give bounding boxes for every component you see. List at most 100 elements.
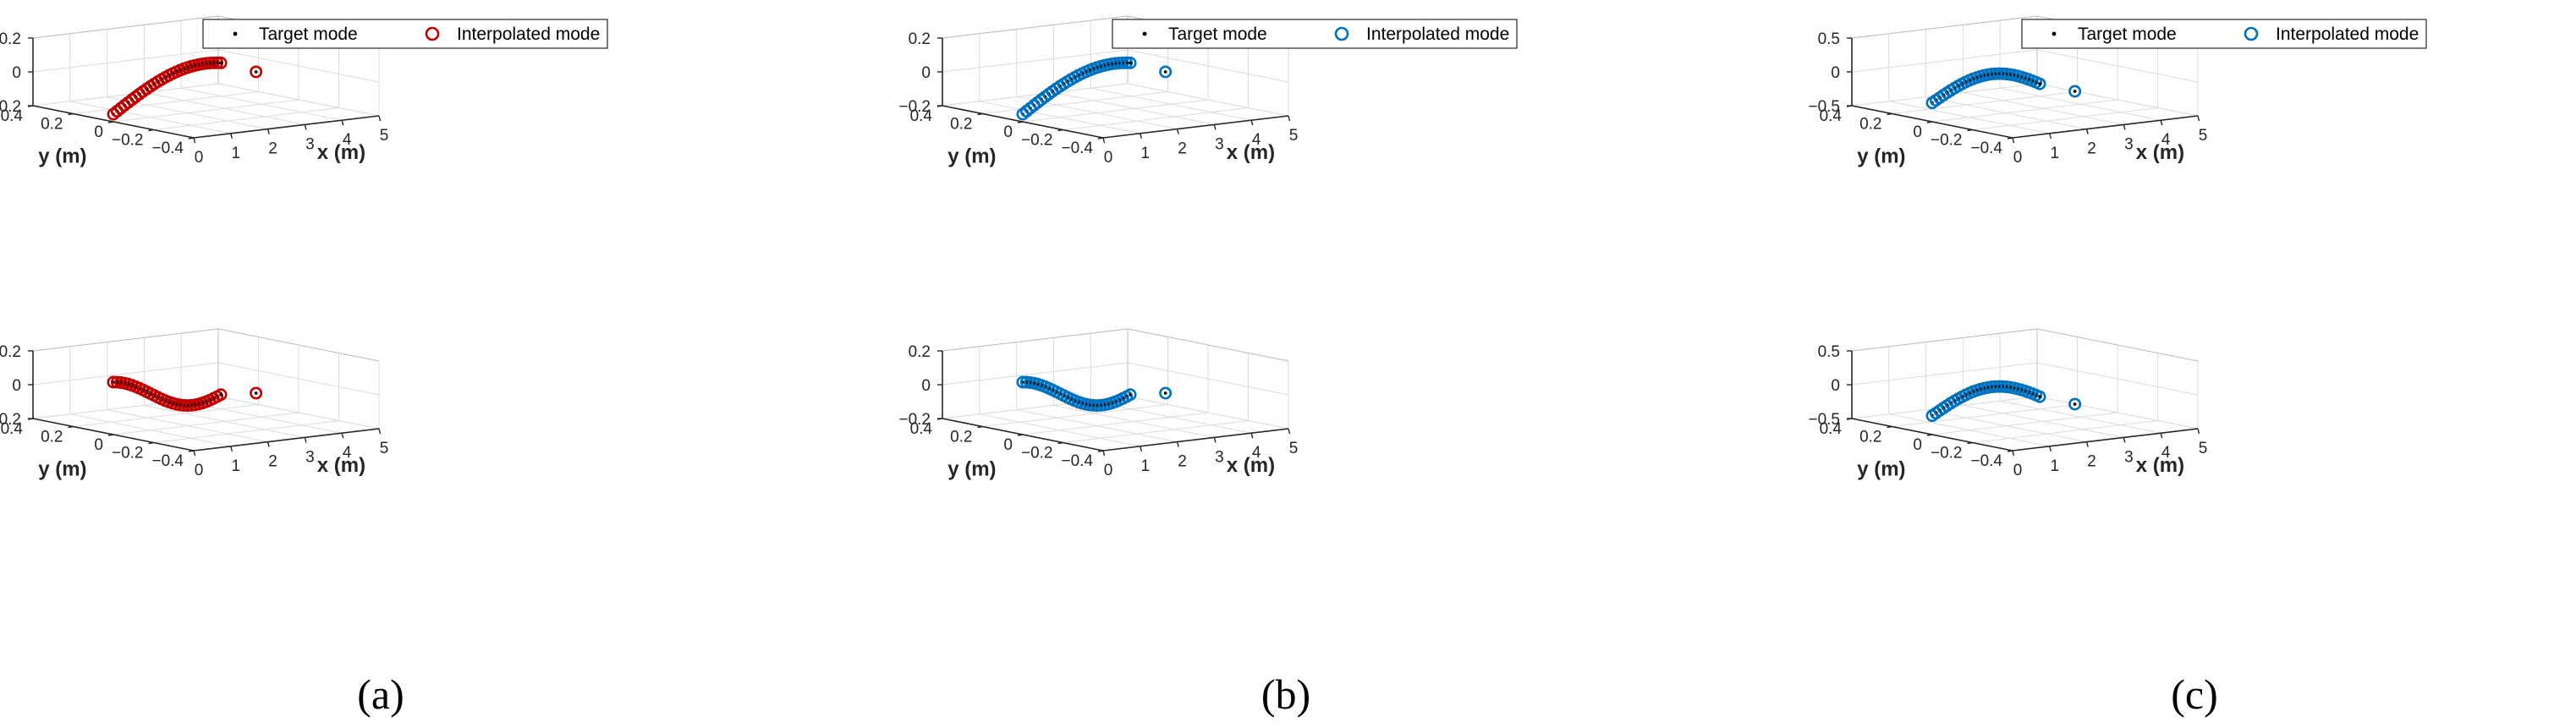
target-point <box>254 70 258 74</box>
interpolated-point <box>1159 65 1173 79</box>
y-axis-label: y (m) <box>38 145 86 167</box>
grid-line <box>32 83 219 107</box>
grid-line <box>113 412 299 435</box>
x-tick-label: 5 <box>2199 440 2208 457</box>
x-tick-mark <box>2012 450 2015 457</box>
x-tick-label: 5 <box>1289 440 1299 457</box>
y-axis-label: y (m) <box>38 457 86 480</box>
interpolated-point <box>206 56 220 69</box>
z-tick-label: −0.5 <box>1808 98 1840 116</box>
grid-line <box>2036 49 2199 83</box>
y-tick-label: 0.4 <box>910 420 933 438</box>
y-tick-label: −0.4 <box>151 140 184 157</box>
target-point <box>219 61 222 65</box>
y-tick-mark <box>1887 112 1892 116</box>
x-tick-mark <box>2197 115 2200 122</box>
grid-line <box>2036 396 2199 430</box>
box-edge <box>2036 328 2199 362</box>
legend-interp-marker <box>425 26 440 41</box>
legend-target-label: Target mode <box>1168 25 1267 44</box>
legend-target-label: Target mode <box>259 25 358 44</box>
legend-box <box>2021 19 2427 49</box>
x-tick-mark <box>2123 124 2126 130</box>
legend-target-marker <box>233 31 238 36</box>
z-tick-label: 0.5 <box>1818 30 1840 48</box>
x-tick-label: 4 <box>343 131 352 149</box>
z-tick-label: 0.5 <box>1818 343 1840 361</box>
x-tick-mark <box>1140 446 1142 452</box>
target-point <box>2073 90 2077 93</box>
interpolated-point <box>1123 388 1137 402</box>
y-tick-mark <box>1967 129 1973 132</box>
grid-line <box>1022 99 1209 123</box>
caption-a: (a) <box>357 671 404 718</box>
target-point <box>1129 392 1132 397</box>
x-tick-mark <box>2085 441 2089 447</box>
box-edge <box>942 328 1129 352</box>
box-edge <box>1127 328 1289 362</box>
z-tick-label: 0 <box>921 377 931 395</box>
x-axis-label: x (m) <box>1227 454 1275 477</box>
y-tick-label: 0 <box>1003 123 1013 141</box>
target-point <box>2038 82 2041 85</box>
legend-interp-marker <box>2244 26 2259 41</box>
x-tick-mark <box>2123 437 2126 443</box>
grid-line <box>942 49 1129 73</box>
interpolated-point <box>2068 85 2082 98</box>
x-tick-label: 1 <box>1141 145 1151 162</box>
grid-line <box>153 420 339 443</box>
target-point <box>2038 395 2041 398</box>
chart-panel-c-top: 0 1 2 3 4 5 −0.4 −0.2 0 0.2 0.4−0.5 0 0.5 x (m) y (m) T… <box>1808 15 2427 167</box>
x-tick-label: 4 <box>1252 131 1261 149</box>
x-tick-label: 0 <box>2013 462 2023 479</box>
caption-b: (b) <box>1261 671 1310 718</box>
y-tick-label: −0.4 <box>1970 140 2002 157</box>
y-axis-label: y (m) <box>1857 457 1905 480</box>
legend-box <box>1112 19 1518 49</box>
target-point <box>254 391 258 395</box>
x-tick-mark <box>378 428 382 435</box>
x-tick-mark <box>378 115 382 122</box>
y-tick-mark <box>1967 441 1973 445</box>
x-tick-label: 1 <box>1141 457 1151 475</box>
interpolated-point <box>250 386 263 400</box>
x-tick-label: 0 <box>195 462 204 479</box>
interpolated-point <box>250 65 263 79</box>
y-tick-mark <box>2007 450 2013 452</box>
grid-line <box>32 49 219 73</box>
x-axis-line <box>1102 115 1289 139</box>
y-tick-label: 0 <box>94 123 103 141</box>
interpolated-point <box>214 56 228 69</box>
x-tick-label: 2 <box>268 140 277 158</box>
y-tick-label: −0.2 <box>1931 445 1963 463</box>
chart-panel-b-top: 0 1 2 3 4 5−0.4−0.200.20.4−0.200.2x (m)y (m)T… <box>898 15 1518 167</box>
grid-line <box>113 99 299 123</box>
x-axis-label: x (m) <box>2136 454 2184 477</box>
target-point <box>1129 61 1132 65</box>
x-tick-label: 1 <box>2051 457 2060 475</box>
box-edge <box>32 328 219 352</box>
z-tick-label: −0.2 <box>0 411 21 429</box>
grid-line <box>982 91 1168 114</box>
z-tick-label: 0 <box>1831 377 1840 395</box>
y-tick-label: −0.2 <box>112 445 144 463</box>
y-tick-label: 0 <box>1913 123 1922 141</box>
y-tick-mark <box>1057 129 1063 132</box>
x-tick-mark <box>1288 115 1291 122</box>
z-tick-label: −0.2 <box>898 98 931 116</box>
y-tick-label: 0.2 <box>1859 429 1881 446</box>
x-tick-mark <box>304 437 307 443</box>
x-tick-label: 0 <box>2013 149 2023 167</box>
target-point <box>1163 70 1167 74</box>
legend-target-marker <box>1142 31 1147 36</box>
y-tick-mark <box>977 112 983 116</box>
x-tick-mark <box>2160 120 2163 126</box>
target-point <box>2073 402 2077 406</box>
z-tick-label: 0.2 <box>909 343 931 361</box>
grid-line <box>2036 83 2199 117</box>
y-tick-mark <box>1017 121 1024 123</box>
grid-line <box>1892 404 2078 427</box>
x-tick-mark <box>1102 450 1106 457</box>
grid-line <box>217 83 380 117</box>
